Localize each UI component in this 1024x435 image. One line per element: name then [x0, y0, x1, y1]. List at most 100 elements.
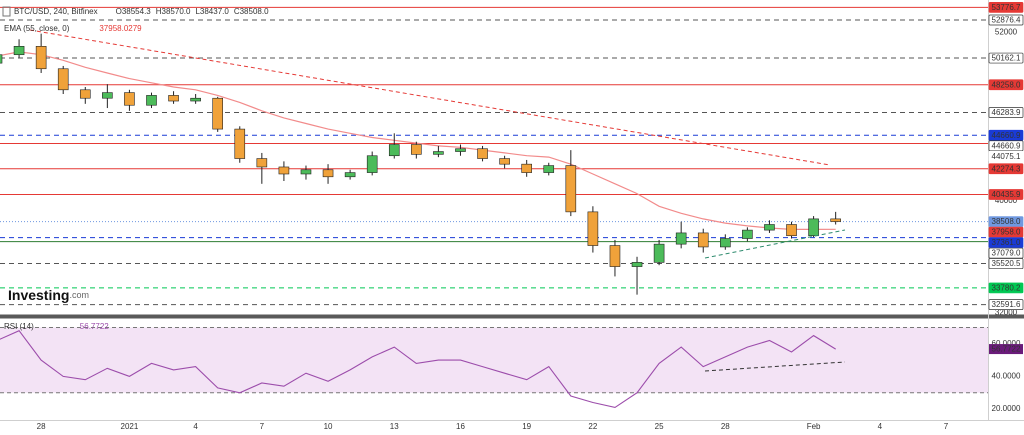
candle-body	[57, 68, 69, 91]
rsi-tick-label: 20.0000	[992, 404, 1021, 413]
candle-body	[344, 172, 356, 178]
candle-body	[124, 92, 135, 106]
price-tag	[988, 226, 1024, 238]
candle-body	[322, 169, 334, 178]
price-tag	[988, 237, 1024, 248]
price-tag	[988, 163, 1024, 175]
candle-body	[388, 144, 400, 157]
candle-body	[808, 218, 819, 237]
x-tick-label: 7	[260, 422, 265, 431]
price-tag-label: 40435.9	[992, 190, 1021, 199]
price-tag-label: 48258.0	[992, 80, 1021, 89]
symbol-icon	[2, 6, 11, 17]
candle-body	[675, 232, 687, 245]
price-tag	[988, 52, 1024, 64]
candle-body	[521, 163, 532, 173]
ema-legend: EMA (55, close, 0) 37958.0279	[4, 24, 142, 33]
price-tag	[988, 150, 1024, 162]
x-tick-label: 7	[944, 422, 949, 431]
price-tag	[988, 247, 1024, 259]
candle-body	[366, 155, 378, 173]
candle-body	[168, 95, 179, 102]
price-tag	[988, 129, 1024, 141]
candle-body	[433, 151, 444, 155]
price-tag-label: 52876.4	[992, 16, 1021, 25]
price-tag	[988, 216, 1024, 227]
trendline	[704, 229, 846, 259]
x-tick-label: 2021	[121, 422, 139, 431]
candle-body	[477, 148, 488, 159]
candle-body	[13, 46, 25, 56]
price-tag-label: 53776.7	[992, 3, 1021, 12]
x-tick-label: 22	[588, 422, 597, 431]
rsi-pane	[0, 326, 988, 408]
quote-value: 38437.0	[200, 7, 229, 16]
x-tick-label: 16	[456, 422, 465, 431]
x-tick-label: 4	[193, 422, 198, 431]
candle-body	[190, 97, 201, 102]
price-tag-label: 32591.6	[992, 300, 1021, 309]
x-tick-label: Feb	[807, 422, 821, 431]
price-tag-label: 37361.0	[992, 238, 1021, 247]
ema-name: EMA (55, close, 0)	[4, 24, 70, 33]
price-tag-label: 50162.1	[992, 54, 1021, 63]
x-tick-label: 28	[37, 422, 46, 431]
quote-key: L	[195, 7, 200, 16]
candle-body	[830, 218, 841, 222]
candle-body	[146, 95, 157, 106]
price-tag	[988, 14, 1024, 26]
rsi-tick-label: 60.0000	[992, 339, 1021, 348]
candle-body	[742, 229, 753, 239]
quote-value: 38554.3	[122, 7, 151, 16]
rsi-tag	[989, 344, 1023, 355]
quote-value: 38508.0	[240, 7, 269, 16]
x-tick-label: 28	[721, 422, 730, 431]
x-tick-label: 19	[522, 422, 531, 431]
candle-body	[565, 165, 577, 213]
price-tag	[988, 282, 1024, 294]
candle-body	[234, 128, 246, 159]
watermark-main: Investing	[8, 287, 69, 303]
trendlines	[29, 29, 846, 372]
price-tag-label: 35520.5	[992, 259, 1021, 268]
watermark: Investing.com	[8, 287, 89, 303]
quote-key: H	[156, 7, 162, 16]
candle-body	[543, 165, 555, 173]
candle-body	[720, 238, 731, 248]
price-tag	[988, 107, 1024, 118]
x-tick-label: 4	[878, 422, 883, 431]
x-tick-label: 25	[655, 422, 664, 431]
price-tag	[988, 1, 1024, 13]
rsi-tag-label: 56.7722	[992, 345, 1021, 354]
price-tag-label: 46283.9	[992, 108, 1021, 117]
quote-value: 38570.0	[162, 7, 191, 16]
price-tag-label: 44075.1	[992, 152, 1021, 161]
candle-body	[411, 144, 422, 155]
price-tag	[988, 258, 1024, 269]
candle-body	[102, 92, 113, 99]
y-tick-label: 52000	[995, 27, 1018, 36]
price-tag-label: 37079.0	[992, 249, 1021, 258]
x-tick-label: 10	[324, 422, 333, 431]
price-tag-label: 44660.9	[992, 141, 1021, 150]
candle-body	[786, 224, 797, 237]
price-tag	[988, 140, 1024, 152]
candle-body	[499, 158, 510, 165]
rsi-name: RSI (14)	[4, 322, 34, 331]
legend: BTC/USD, 240, Bitfinex O38554.3 H38570.0 L3…	[2, 6, 269, 331]
price-tag-label: 37958.0	[992, 228, 1021, 237]
candle-body	[35, 46, 47, 70]
candle-body	[0, 54, 3, 64]
symbol-title: BTC/USD, 240, Bitfinex	[14, 7, 98, 16]
trendline	[29, 29, 831, 166]
candle-body	[212, 97, 223, 130]
rsi-band	[0, 327, 988, 393]
rsi-value: 56.7722	[80, 322, 109, 331]
price-tag-label: 42274.3	[992, 164, 1021, 173]
ema-value: 37958.0279	[99, 24, 142, 33]
price-tag	[988, 189, 1024, 200]
price-tag-label: 44660.9	[992, 131, 1021, 140]
price-tag	[988, 299, 1024, 310]
quote-key: C	[234, 7, 240, 16]
